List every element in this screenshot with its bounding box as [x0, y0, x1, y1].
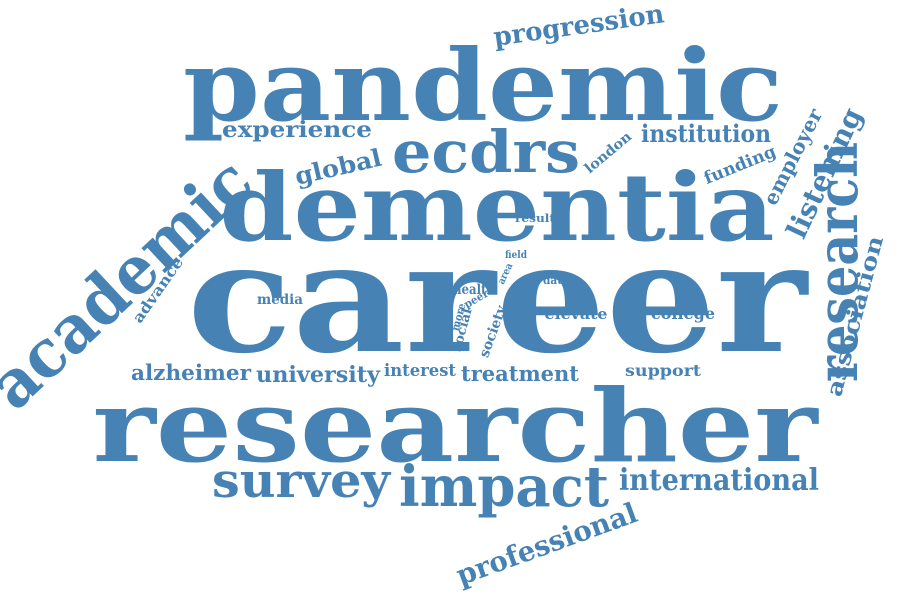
word-university: university [256, 362, 381, 388]
word-impact: impact [399, 454, 609, 520]
word-researcher: researcher [93, 367, 820, 485]
word-international: international [619, 463, 819, 498]
word-health: health [453, 282, 495, 298]
word-survey: survey [212, 453, 392, 509]
word-field: field [505, 250, 527, 261]
word-dementia: dementia [220, 153, 775, 263]
word-result: result [515, 212, 556, 225]
word-research: research [805, 142, 871, 382]
word-treatment: treatment [461, 361, 579, 386]
word-pandemic: pandemic [183, 29, 783, 144]
word-ecdrs: ecdrs [392, 118, 580, 186]
word-data: data [543, 274, 569, 287]
word-interest: interest [384, 361, 456, 381]
word-experience: experience [222, 117, 372, 143]
word-alzheimer: alzheimer [131, 360, 252, 385]
word-college: college [651, 304, 715, 323]
word-support: support [625, 361, 702, 380]
word-career: career [187, 208, 809, 387]
word-media: media [257, 292, 303, 308]
word-elevate: elevate [545, 305, 608, 323]
word-institution: institution [641, 119, 771, 148]
